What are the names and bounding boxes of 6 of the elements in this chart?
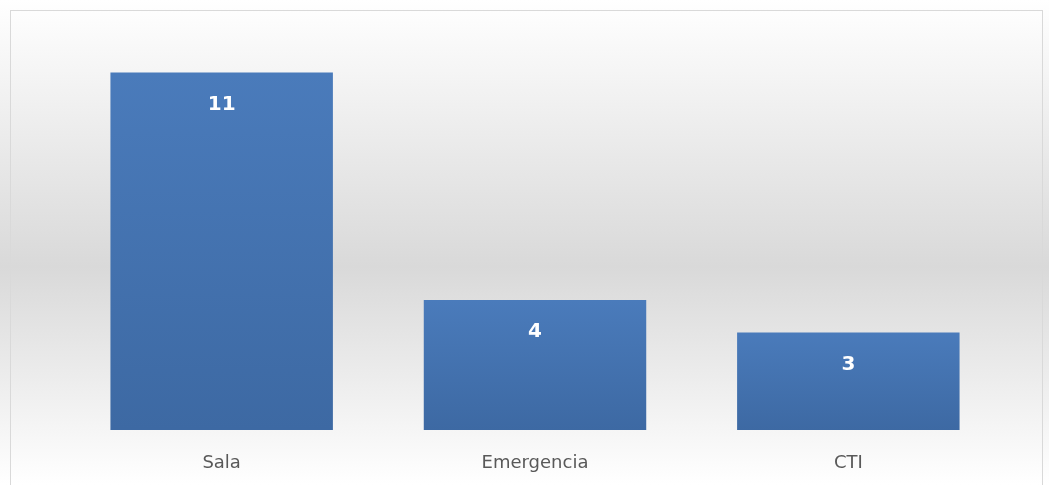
x-tick-label: Emergencia — [481, 450, 589, 472]
x-tick-label: Sala — [202, 450, 241, 472]
data-label: 3 — [841, 350, 856, 375]
data-label: 4 — [528, 318, 542, 342]
data-label: 11 — [207, 90, 236, 115]
x-tick-label: CTI — [833, 450, 863, 472]
